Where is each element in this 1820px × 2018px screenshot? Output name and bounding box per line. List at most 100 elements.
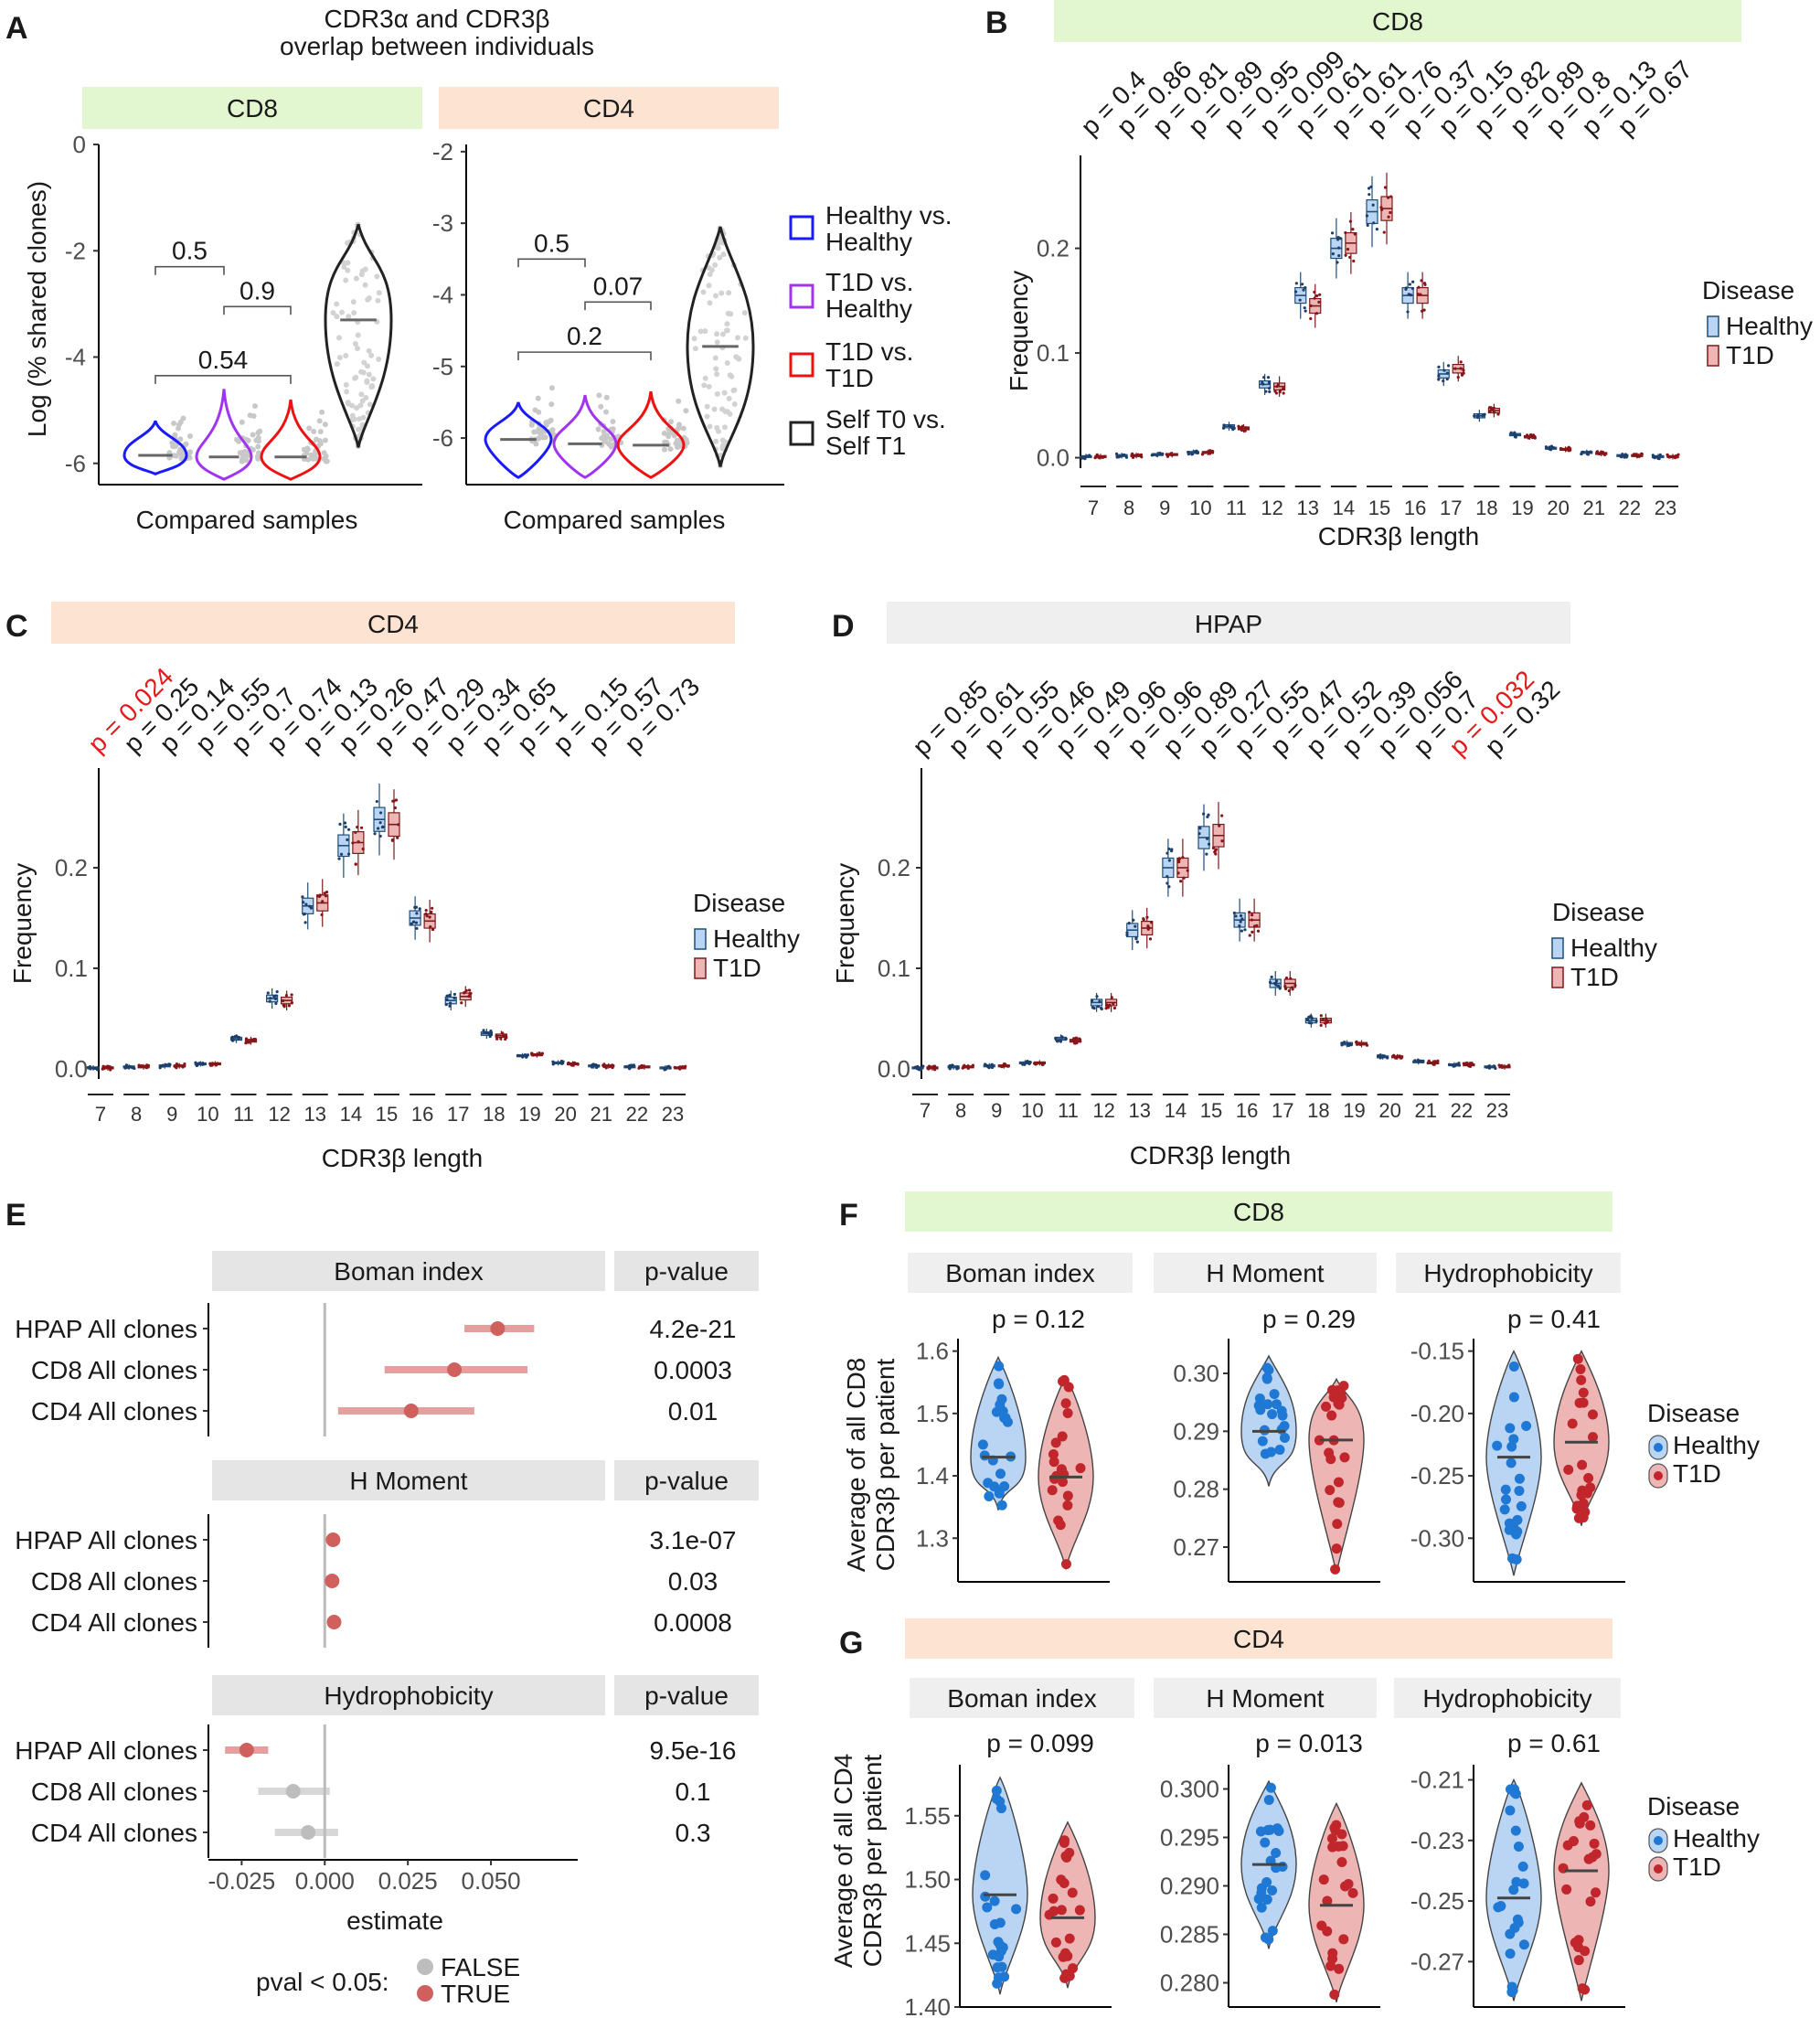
jitter-point xyxy=(548,401,555,408)
legend-key-healthy xyxy=(1707,315,1719,337)
patient-point xyxy=(1585,1896,1596,1907)
x-tick-label: 21 xyxy=(1415,1099,1437,1122)
jitter-point xyxy=(234,436,240,443)
patient-point xyxy=(1508,1361,1519,1372)
x-tick-label: 15 xyxy=(376,1103,398,1126)
significance-bracket xyxy=(517,258,586,268)
box-point xyxy=(1220,839,1224,843)
box-point xyxy=(560,1060,564,1063)
facet-p-value: p = 0.099 xyxy=(986,1729,1094,1757)
box-point xyxy=(1392,1053,1396,1057)
box-point xyxy=(1624,455,1629,459)
patient-point xyxy=(1574,1397,1585,1408)
box-point xyxy=(1095,453,1099,456)
x-tick-label: 15 xyxy=(1368,496,1390,519)
x-tick-label: 17 xyxy=(1272,1099,1293,1122)
panel-d-strip xyxy=(887,602,1570,644)
jitter-point xyxy=(330,310,336,316)
x-tick-label: 0.000 xyxy=(295,1867,355,1895)
jitter-point xyxy=(239,419,245,425)
box-point xyxy=(1497,1063,1501,1067)
box-point xyxy=(596,1064,601,1068)
y-tick-label: -0.21 xyxy=(1410,1767,1464,1794)
box-point xyxy=(1307,1015,1311,1019)
box-point xyxy=(1437,378,1441,381)
jitter-point xyxy=(719,331,726,337)
p-value-header: p-value xyxy=(644,1467,729,1495)
patient-point xyxy=(992,1978,1003,1989)
x-tick-label: 18 xyxy=(483,1103,505,1126)
box-point xyxy=(1369,185,1373,188)
box-point xyxy=(1167,859,1171,862)
box-point xyxy=(1213,850,1217,854)
p-value-header-strip xyxy=(614,1460,759,1500)
jitter-point xyxy=(529,420,536,426)
box-point xyxy=(1407,293,1410,296)
box-point xyxy=(1032,1062,1037,1065)
jitter-point xyxy=(717,254,723,261)
legend-key-healthy xyxy=(1551,937,1564,959)
jitter-point xyxy=(601,429,607,435)
box-point xyxy=(489,1031,493,1035)
patient-point xyxy=(1059,1837,1070,1848)
legend-label-t1d: T1D xyxy=(1570,963,1619,991)
box-point xyxy=(1453,1064,1456,1068)
patient-point xyxy=(1567,1418,1578,1429)
patient-point xyxy=(1048,1893,1059,1904)
jitter-point xyxy=(341,260,347,266)
patient-point xyxy=(1573,1942,1584,1953)
box-point xyxy=(378,834,382,838)
box-point xyxy=(1531,436,1535,440)
panel-f-label: F xyxy=(839,1198,858,1233)
box-point xyxy=(1509,431,1513,434)
box-point xyxy=(1155,454,1159,457)
row-label: CD8 All clones xyxy=(31,1356,197,1384)
box-point xyxy=(1460,373,1464,377)
box-point xyxy=(290,1001,294,1005)
x-tick-label: 22 xyxy=(1451,1099,1473,1122)
box-point xyxy=(638,1066,642,1070)
y-tick-label: 0.300 xyxy=(1160,1776,1219,1803)
patient-point xyxy=(1327,1953,1338,1964)
box-point xyxy=(1098,456,1102,460)
box-point xyxy=(463,991,466,995)
box-point xyxy=(1255,924,1259,927)
facet-strip-label: H Moment xyxy=(1206,1684,1324,1713)
patient-point xyxy=(1062,1500,1073,1511)
panel-a-y-label: Log (% shared clones) xyxy=(23,181,51,437)
bracket-p-value: 0.2 xyxy=(567,322,602,350)
jitter-point xyxy=(177,446,184,453)
patient-point xyxy=(1011,1904,1022,1915)
row-p-value: 0.03 xyxy=(668,1567,718,1596)
box-point xyxy=(1232,426,1236,430)
box-point xyxy=(1394,1056,1398,1060)
patient-point xyxy=(999,1971,1010,1982)
box-point xyxy=(250,1038,254,1041)
facet-strip-label: Hydrophobicity xyxy=(1422,1684,1591,1713)
patient-point xyxy=(1505,1784,1516,1795)
box-point xyxy=(594,1062,598,1067)
patient-point xyxy=(1271,1847,1282,1858)
box-point xyxy=(1095,995,1099,998)
box-point xyxy=(1496,412,1500,416)
y-tick-label: 0.1 xyxy=(55,955,88,982)
legend-label-t1d: T1D xyxy=(1726,341,1774,369)
x-tick-label: 8 xyxy=(131,1103,142,1126)
jitter-point xyxy=(716,428,722,434)
box-point xyxy=(1248,934,1251,937)
jitter-point xyxy=(352,341,358,347)
jitter-point xyxy=(665,431,672,437)
box-point xyxy=(1601,450,1605,454)
jitter-point xyxy=(360,414,367,421)
box-point xyxy=(1197,832,1201,836)
facet-strip xyxy=(908,1253,1133,1293)
patient-point xyxy=(989,1895,1000,1906)
box-point xyxy=(344,825,347,828)
box-point xyxy=(123,1066,127,1070)
jitter-point xyxy=(173,453,179,459)
y-tick-label: 1.4 xyxy=(916,1462,949,1489)
patient-point xyxy=(1064,1970,1075,1981)
jitter-point xyxy=(536,435,542,442)
jitter-point xyxy=(309,453,315,459)
